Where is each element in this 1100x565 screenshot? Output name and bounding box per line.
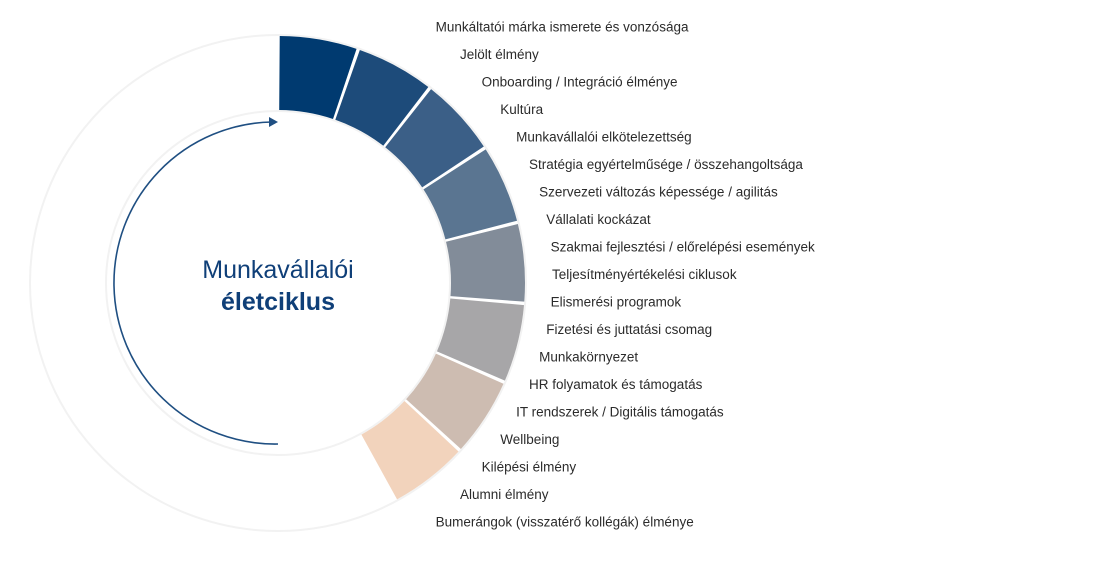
label-munkaltatoi-marka-ismerete-es-vonzosaga: Munkáltatói márka ismerete és vonzósága	[436, 20, 689, 35]
label-kilepesi-elmeny: Kilépési élmény	[482, 460, 577, 475]
lifecycle-cycle-arrow	[113, 117, 279, 445]
cycle-arc	[113, 121, 279, 445]
lifecycle-segments	[279, 36, 526, 500]
center-title-line2: életciklus	[221, 288, 335, 316]
segment-jelolt-elmeny	[335, 49, 429, 146]
label-vallalati-kockazat: Vállalati kockázat	[546, 212, 651, 227]
cycle-arrowhead	[269, 117, 278, 127]
label-kultura: Kultúra	[500, 102, 543, 117]
label-it-rendszerek-digitalis-tamogatas: IT rendszerek / Digitális támogatás	[516, 405, 724, 420]
segment-szervezeti-valtozas-kepessege-agilitas	[406, 353, 504, 450]
segment-munkavallaloi-elkotelezettseg	[445, 224, 526, 302]
label-wellbeing: Wellbeing	[500, 432, 559, 447]
label-elismeresi-programok: Elismerési programok	[551, 295, 682, 310]
label-alumni-elmeny: Alumni élmény	[460, 487, 549, 502]
segment-kultura	[423, 149, 518, 240]
label-munkakornyezet: Munkakörnyezet	[539, 350, 638, 365]
segment-onboarding-integracio-elmenye	[385, 89, 484, 188]
segment-vallalati-kockazat	[361, 401, 459, 500]
label-strategia-egyertelmusege-osszehangoltsaga: Stratégia egyértelműsége / összehangolts…	[529, 157, 803, 172]
label-bumerangok-visszatero-kollegak-elmenye: Bumerángok (visszatérő kollégák) élménye	[436, 515, 694, 530]
lifecycle-labels: Munkáltatói márka ismerete és vonzósága J…	[436, 20, 815, 530]
label-munkavallaloi-elkotelezettseg: Munkavállalói elkötelezettség	[516, 130, 692, 145]
label-onboarding-integracio-elmenye: Onboarding / Integráció élménye	[482, 75, 678, 90]
label-hr-folyamatok-es-tamogatas: HR folyamatok és támogatás	[529, 377, 703, 392]
center-title-line1: Munkavállalói	[202, 256, 353, 284]
segment-munkaltatoi-marka-ismerete-es-vonzosaga	[279, 36, 357, 119]
label-fizetesi-es-juttatasi-csomag: Fizetési és juttatási csomag	[546, 322, 712, 337]
segment-strategia-egyertelmusege-osszehangoltsaga	[436, 298, 525, 381]
label-jelolt-elmeny: Jelölt élmény	[460, 47, 539, 62]
label-teljesitmenyertekelesi-ciklusok: Teljesítményértékelési ciklusok	[552, 267, 737, 282]
label-szakmai-fejlesztesi-elorelepesi-esemenyek: Szakmai fejlesztési / előrelépési esemén…	[551, 240, 815, 255]
label-szervezeti-valtozas-kepessege-agilitas: Szervezeti változás képessége / agilitás	[539, 185, 778, 200]
